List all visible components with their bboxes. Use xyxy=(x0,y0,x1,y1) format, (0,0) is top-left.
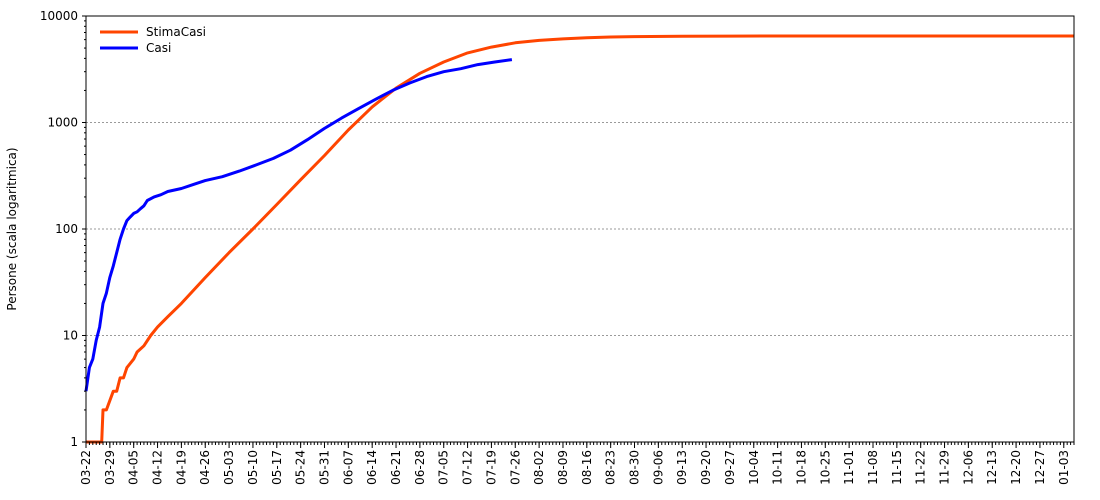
legend: StimaCasi Casi xyxy=(100,25,206,55)
x-tick-label: 12-06 xyxy=(961,450,975,485)
x-tick-label: 05-17 xyxy=(270,450,284,485)
x-tick-label: 11-08 xyxy=(866,450,880,485)
x-tick-label: 07-12 xyxy=(461,450,475,485)
x-tick-label: 09-13 xyxy=(675,450,689,485)
x-axis: 03-22 03-29 04-05 04-12 04-19 04-26 05-03 05-10… xyxy=(79,442,1075,485)
x-tick-label: 07-05 xyxy=(437,450,451,485)
x-tick-label: 12-27 xyxy=(1033,450,1047,485)
series-layer xyxy=(84,34,1074,444)
x-tick-label: 09-20 xyxy=(699,450,713,485)
y-axis-title: Persone (scala logaritmica) xyxy=(5,147,19,310)
x-tick-label: 11-22 xyxy=(914,450,928,485)
x-tick-label: 01-03 xyxy=(1057,450,1071,485)
x-tick-label: 03-29 xyxy=(103,450,117,485)
y-tick-label: 1 xyxy=(70,435,78,449)
y-tick-label: 100 xyxy=(55,222,78,236)
x-tick-label: 12-13 xyxy=(985,450,999,485)
x-tick-label: 08-09 xyxy=(556,450,570,485)
legend-label: StimaCasi xyxy=(146,25,206,39)
x-tick-label: 04-05 xyxy=(127,450,141,485)
y-axis: 1 10 100 1000 10000 xyxy=(40,9,86,449)
x-tick-label: 09-06 xyxy=(651,450,665,485)
y-tick-label: 10 xyxy=(63,329,78,343)
x-tick-label: 07-19 xyxy=(484,450,498,485)
x-tick-label: 08-23 xyxy=(604,450,618,485)
x-tick-label: 05-03 xyxy=(222,450,236,485)
x-tick-label: 12-20 xyxy=(1009,450,1023,485)
x-tick-label: 08-02 xyxy=(532,450,546,485)
x-tick-label: 11-01 xyxy=(842,450,856,485)
x-tick-label: 06-21 xyxy=(389,450,403,485)
x-tick-label: 10-11 xyxy=(771,450,785,485)
x-tick-label: 05-31 xyxy=(317,450,331,485)
x-tick-label: 05-10 xyxy=(246,450,260,485)
series-line-casi xyxy=(84,58,513,392)
grid-layer xyxy=(86,122,1074,336)
legend-label: Casi xyxy=(146,41,171,55)
y-tick-label: 10000 xyxy=(40,9,78,23)
x-tick-label: 11-29 xyxy=(938,450,952,485)
y-tick-label: 1000 xyxy=(47,116,78,130)
x-tick-label: 08-16 xyxy=(580,450,594,485)
x-tick-label: 08-30 xyxy=(628,450,642,485)
series-line-stimacasi xyxy=(86,34,1074,444)
x-tick-label: 09-27 xyxy=(723,450,737,485)
x-tick-label: 07-26 xyxy=(508,450,522,485)
x-tick-label: 10-25 xyxy=(818,450,832,485)
x-tick-label: 10-04 xyxy=(747,450,761,485)
x-tick-label: 06-07 xyxy=(341,450,355,485)
x-tick-label: 04-26 xyxy=(198,450,212,485)
x-tick-label: 04-19 xyxy=(174,450,188,485)
x-tick-label: 06-14 xyxy=(365,450,379,485)
x-tick-label: 06-28 xyxy=(413,450,427,485)
x-tick-label: 03-22 xyxy=(79,450,93,485)
x-tick-label: 10-18 xyxy=(794,450,808,485)
x-tick-label: 04-12 xyxy=(151,450,165,485)
x-tick-label: 05-24 xyxy=(294,450,308,485)
x-tick-label: 11-15 xyxy=(890,450,904,485)
